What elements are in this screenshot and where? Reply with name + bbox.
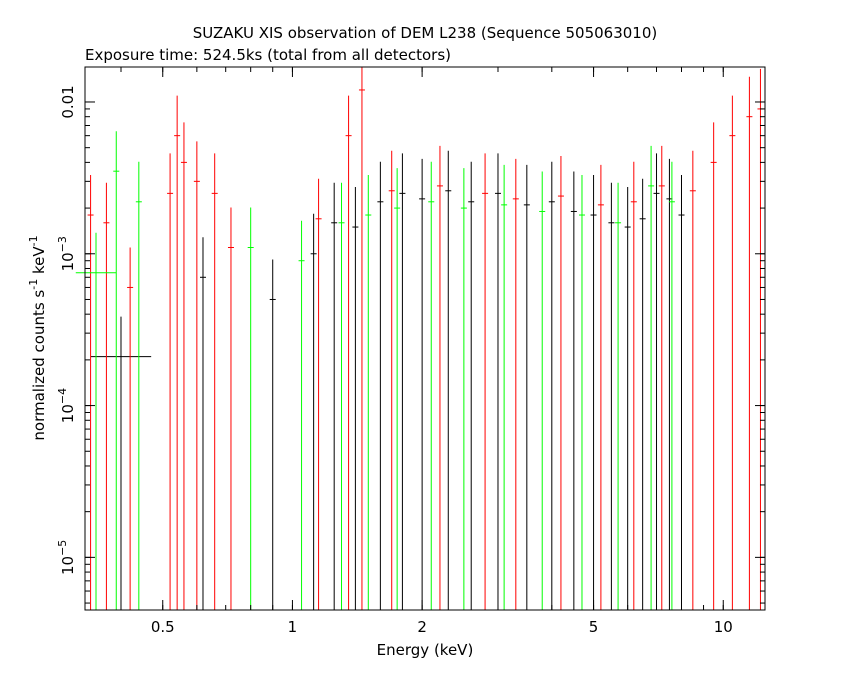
- axis-ticks: 0.5 1 2 5 10 0.01 10−3 10−4 10−5: [56, 67, 765, 636]
- data-point: [338, 182, 345, 610]
- plot-frame: [84, 66, 766, 611]
- y-axis-label: normalized counts s-1 keV-1: [27, 235, 48, 440]
- data-point: [501, 164, 508, 610]
- data-point: [639, 178, 646, 610]
- data-point: [90, 316, 152, 610]
- data-point: [87, 175, 94, 610]
- data-point: [399, 153, 406, 610]
- data-point: [315, 178, 322, 610]
- data-point: [468, 161, 475, 610]
- data-point: [678, 175, 685, 610]
- data-point: [377, 161, 384, 610]
- data-point: [345, 95, 352, 610]
- data-point: [460, 168, 467, 610]
- data-point: [710, 122, 717, 610]
- x-tick-label: 2: [417, 618, 427, 636]
- data-point: [269, 259, 276, 610]
- data-point: [180, 122, 187, 610]
- chart-subtitle: Exposure time: 524.5ks (total from all d…: [85, 46, 451, 64]
- data-point: [193, 141, 200, 610]
- data-point: [557, 156, 564, 610]
- data-point: [548, 161, 555, 610]
- data-point: [358, 67, 365, 610]
- data-point: [608, 182, 615, 610]
- data-point: [199, 237, 206, 610]
- data-point: [174, 95, 181, 610]
- data-point: [298, 220, 305, 610]
- y-tick-label: 10−4: [56, 388, 77, 423]
- data-point: [135, 161, 142, 610]
- series-0: [90, 150, 685, 610]
- data-point: [570, 171, 577, 610]
- data-series-layer: [75, 67, 764, 610]
- data-point: [494, 153, 501, 610]
- data-point: [394, 168, 401, 610]
- data-point: [624, 187, 631, 610]
- data-point: [227, 207, 234, 610]
- data-point: [653, 153, 660, 610]
- data-point: [103, 182, 110, 610]
- x-axis-label: Energy (keV): [377, 641, 474, 659]
- data-point: [365, 175, 372, 610]
- data-point: [436, 145, 443, 610]
- y-tick-label: 10−5: [56, 540, 77, 575]
- data-point: [578, 175, 585, 610]
- data-point: [729, 95, 736, 610]
- data-point: [482, 153, 489, 610]
- y-tick-label: 0.01: [59, 85, 77, 118]
- data-point: [746, 76, 753, 610]
- data-point: [648, 145, 655, 610]
- data-point: [75, 232, 117, 610]
- data-point: [167, 153, 174, 610]
- x-tick-label: 5: [589, 618, 599, 636]
- data-point: [630, 161, 637, 610]
- data-point: [445, 150, 452, 610]
- chart-title: SUZAKU XIS observation of DEM L238 (Sequ…: [193, 24, 658, 42]
- data-point: [523, 164, 530, 610]
- series-2: [75, 131, 675, 610]
- y-tick-label: 10−3: [56, 236, 77, 271]
- x-tick-label: 1: [288, 618, 298, 636]
- data-point: [597, 164, 604, 610]
- data-point: [211, 153, 218, 610]
- series-1: [87, 67, 764, 610]
- data-point: [127, 247, 134, 610]
- data-point: [615, 182, 622, 610]
- data-point: [310, 213, 317, 610]
- data-point: [113, 131, 120, 610]
- x-tick-label: 10: [714, 618, 733, 636]
- data-point: [388, 150, 395, 610]
- data-point: [428, 161, 435, 610]
- data-point: [668, 161, 675, 610]
- data-point: [352, 187, 359, 610]
- data-point: [689, 150, 696, 610]
- data-point: [247, 207, 254, 610]
- data-point: [331, 182, 338, 610]
- data-point: [539, 171, 546, 610]
- data-point: [590, 175, 597, 610]
- data-point: [419, 158, 426, 610]
- data-point: [658, 145, 665, 610]
- data-point: [512, 158, 519, 610]
- x-tick-label: 0.5: [151, 618, 175, 636]
